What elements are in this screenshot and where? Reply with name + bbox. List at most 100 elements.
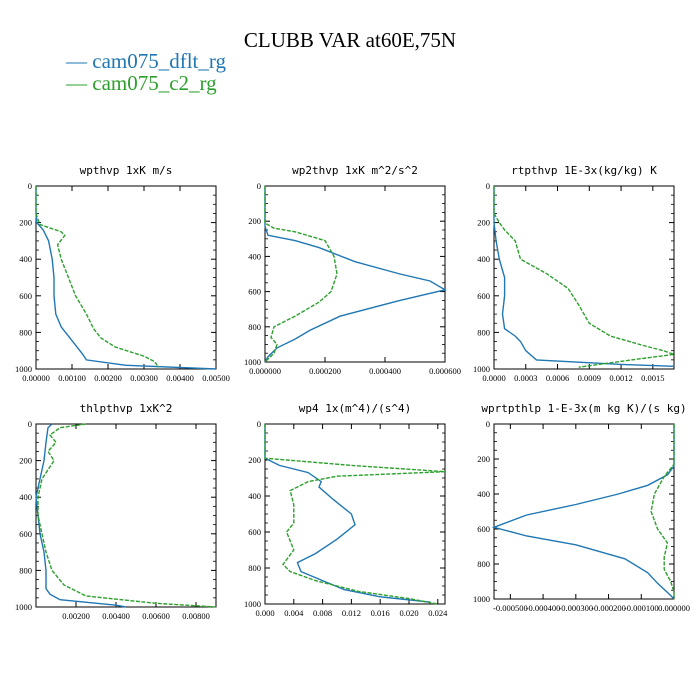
ytick-label-2-2: 400 — [477, 254, 490, 264]
xtick-label-2-3: 0.0009 — [578, 373, 601, 383]
series-line-3-c2 — [37, 423, 217, 608]
xtick-label-2-5: 0.0015 — [641, 373, 664, 383]
ytick-label-1-5: 1000 — [244, 357, 261, 367]
legend-swatch-dflt: — — [66, 49, 93, 73]
ytick-label-4-0: 0 — [257, 419, 261, 429]
legend-label-dflt: cam075_dflt_rg — [92, 49, 227, 73]
panel-title-4: wp4 1x(m^4)/(s^4) — [299, 402, 412, 415]
xtick-label-2-1: 0.0003 — [514, 373, 537, 383]
ytick-label-3-5: 1000 — [15, 602, 32, 612]
series-line-1-dflt — [264, 186, 447, 363]
series-line-4-c2 — [264, 424, 446, 605]
panel-title-3: thlpthvp 1xK^2 — [80, 402, 173, 415]
xtick-label-4-1: 0.004 — [284, 608, 304, 618]
panel-frame-0 — [35, 185, 217, 370]
series-line-5-c2 — [650, 424, 675, 599]
xtick-label-5-2: -0.000300 — [558, 603, 593, 613]
xtick-label-2-2: 0.0006 — [546, 373, 569, 383]
series-line-2-dflt — [493, 186, 675, 367]
series-line-5-dflt — [491, 424, 675, 600]
panel-title-5: wprtpthlp 1-E-3x(m kg K)/(s kg) — [481, 402, 686, 415]
xtick-label-2-0: 0.0000 — [482, 373, 505, 383]
ytick-label-2-1: 200 — [477, 218, 490, 228]
ytick-label-2-5: 1000 — [473, 364, 490, 374]
xtick-label-3-3: 0.00800 — [182, 611, 210, 621]
xtick-label-1-0: 0.000000 — [249, 366, 281, 376]
xtick-label-0-4: 0.00400 — [166, 373, 194, 383]
legend-entry-c2: — cam075_c2_rg — [66, 72, 226, 94]
xtick-label-2-4: 0.0012 — [609, 373, 632, 383]
xtick-label-4-3: 0.012 — [342, 608, 361, 618]
ytick-label-4-5: 1000 — [244, 599, 261, 609]
series-line-4-dflt — [264, 424, 431, 603]
xtick-label-5-0: -0.000500 — [493, 603, 528, 613]
xtick-label-5-1: -0.000400 — [526, 603, 561, 613]
xtick-label-1-1: 0.000200 — [309, 366, 341, 376]
ytick-label-0-3: 600 — [19, 291, 32, 301]
legend-entry-dflt: — cam075_dflt_rg — [66, 50, 226, 72]
ytick-label-2-3: 600 — [477, 291, 490, 301]
xtick-label-5-4: -0.000100 — [624, 603, 659, 613]
ytick-label-1-2: 400 — [248, 251, 261, 261]
legend-swatch-c2: — — [66, 71, 93, 95]
xtick-label-3-1: 0.00400 — [102, 611, 130, 621]
ytick-label-5-1: 200 — [477, 454, 490, 464]
ytick-label-3-2: 400 — [19, 492, 32, 502]
ytick-label-0-2: 400 — [19, 254, 32, 264]
xtick-label-0-2: 0.00200 — [94, 373, 122, 383]
ytick-label-4-2: 400 — [248, 491, 261, 501]
panel-title-2: rtpthvp 1E-3x(kg/kg) K — [511, 164, 657, 177]
ytick-label-4-3: 600 — [248, 527, 261, 537]
xtick-label-5-3: -0.000200 — [591, 603, 626, 613]
ytick-label-5-2: 400 — [477, 489, 490, 499]
ytick-label-2-4: 800 — [477, 327, 490, 337]
xtick-label-4-6: 0.024 — [428, 608, 448, 618]
xtick-label-3-0: 0.00200 — [62, 611, 90, 621]
ytick-label-3-3: 600 — [19, 529, 32, 539]
legend: — cam075_dflt_rg — cam075_c2_rg — [66, 50, 226, 94]
xtick-label-4-0: 0.000 — [255, 608, 274, 618]
xtick-label-1-2: 0.000400 — [369, 366, 401, 376]
ytick-label-1-4: 800 — [248, 322, 261, 332]
ytick-label-5-4: 800 — [477, 559, 490, 569]
series-line-1-c2 — [264, 186, 338, 363]
ytick-label-1-1: 200 — [248, 216, 261, 226]
panel-frame-4 — [264, 423, 446, 605]
ytick-label-1-3: 600 — [248, 287, 261, 297]
ytick-label-4-1: 200 — [248, 455, 261, 465]
panel-frame-3 — [35, 423, 217, 608]
xtick-label-4-2: 0.008 — [313, 608, 332, 618]
xtick-label-0-0: 0.00000 — [22, 373, 50, 383]
ytick-label-4-4: 800 — [248, 563, 261, 573]
ytick-label-1-0: 0 — [257, 181, 261, 191]
chart-title: CLUBB VAR at60E,75N — [243, 28, 457, 52]
series-line-2-c2 — [493, 186, 675, 368]
series-line-0-dflt — [35, 186, 217, 370]
ytick-label-0-4: 800 — [19, 327, 32, 337]
ytick-label-3-0: 0 — [28, 419, 32, 429]
ytick-label-2-0: 0 — [486, 181, 490, 191]
ytick-label-5-3: 600 — [477, 524, 490, 534]
xtick-label-4-5: 0.020 — [399, 608, 418, 618]
xtick-label-0-5: 0.00500 — [202, 373, 230, 383]
ytick-label-0-5: 1000 — [15, 364, 32, 374]
panel-title-0: wpthvp 1xK m/s — [80, 164, 173, 177]
xtick-label-5-5: 0.000000 — [658, 603, 690, 613]
xtick-label-3-2: 0.00600 — [142, 611, 170, 621]
series-line-0-c2 — [35, 186, 159, 368]
legend-label-c2: cam075_c2_rg — [92, 71, 217, 95]
ytick-label-3-4: 800 — [19, 565, 32, 575]
ytick-label-0-1: 200 — [19, 218, 32, 228]
xtick-label-1-3: 0.000600 — [429, 366, 461, 376]
xtick-label-0-3: 0.00300 — [130, 373, 158, 383]
panel-title-1: wp2thvp 1xK m^2/s^2 — [292, 164, 418, 177]
xtick-label-4-4: 0.016 — [371, 608, 390, 618]
ytick-label-0-0: 0 — [28, 181, 32, 191]
panel-frame-1 — [264, 185, 446, 363]
ytick-label-3-1: 200 — [19, 456, 32, 466]
ytick-label-5-5: 1000 — [473, 594, 490, 604]
xtick-label-0-1: 0.00100 — [58, 373, 86, 383]
series-line-3-dflt — [35, 423, 127, 608]
ytick-label-5-0: 0 — [486, 419, 490, 429]
